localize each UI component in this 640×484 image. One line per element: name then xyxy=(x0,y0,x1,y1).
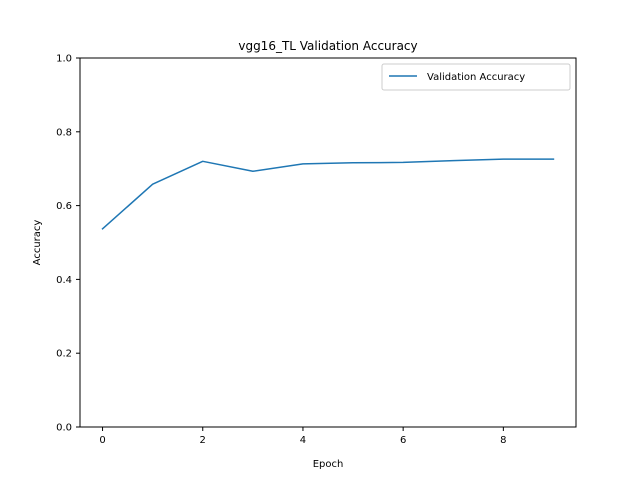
x-tick-label: 6 xyxy=(400,435,406,446)
legend-label-validation-accuracy: Validation Accuracy xyxy=(427,72,525,83)
x-tick-label: 8 xyxy=(500,435,506,446)
y-axis-ticks: 0.0 0.2 0.4 0.6 0.8 1.0 xyxy=(56,54,80,434)
chart-title: vgg16_TL Validation Accuracy xyxy=(238,39,417,53)
y-tick-label: 0.8 xyxy=(56,127,72,138)
y-tick-label: 1.0 xyxy=(56,54,72,65)
x-tick-label: 0 xyxy=(99,435,105,446)
y-tick-label: 0.0 xyxy=(56,423,72,434)
axes-frame xyxy=(79,57,577,428)
x-tick-label: 4 xyxy=(300,435,306,446)
y-axis-label: Accuracy xyxy=(32,220,43,266)
y-tick-label: 0.2 xyxy=(56,349,72,360)
x-axis-ticks: 0 2 4 6 8 xyxy=(99,427,507,446)
y-tick-label: 0.4 xyxy=(56,275,72,286)
y-tick-label: 0.6 xyxy=(56,201,72,212)
x-tick-label: 2 xyxy=(200,435,206,446)
x-axis-label: Epoch xyxy=(313,459,344,470)
legend-box xyxy=(381,63,571,91)
series-line-validation-accuracy xyxy=(101,158,555,230)
plot-area xyxy=(101,158,555,230)
legend: Validation Accuracy xyxy=(381,63,571,91)
